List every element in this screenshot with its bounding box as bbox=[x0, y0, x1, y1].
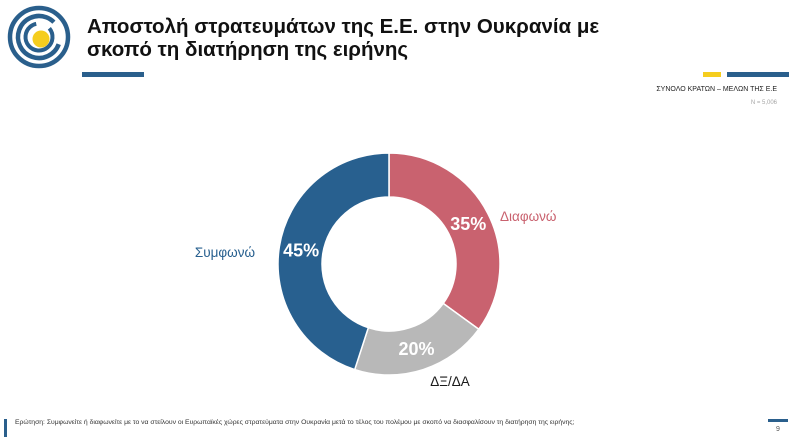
survey-question: Ερώτηση: Συμφωνείτε ή διαφωνείτε με το ν… bbox=[15, 419, 575, 426]
page-number-bar bbox=[768, 419, 788, 422]
page-title: Αποστολή στρατευμάτων της Ε.Ε. στην Ουκρ… bbox=[87, 15, 647, 61]
sample-label: ΣΥΝΟΛΟ ΚΡΑΤΩΝ – ΜΕΛΩΝ ΤΗΣ Ε.Ε bbox=[656, 86, 777, 93]
logo-sun bbox=[32, 30, 50, 48]
page-number: 9 bbox=[776, 426, 780, 433]
title-line-2: σκοπό τη διατήρηση της ειρήνης bbox=[87, 38, 409, 61]
slice-category-label: ΔΞ/ΔΑ bbox=[430, 374, 470, 389]
sample-size: N = 5,006 bbox=[750, 100, 777, 106]
donut-slice-1 bbox=[388, 152, 501, 331]
slice-category-label: Διαφωνώ bbox=[500, 209, 556, 224]
header-accent-yellow bbox=[703, 72, 721, 77]
title-line-1: Αποστολή στρατευμάτων της Ε.Ε. στην Ουκρ… bbox=[87, 15, 600, 38]
logo-inner-ring bbox=[23, 21, 55, 53]
footer-accent-bar bbox=[4, 419, 7, 437]
logo-outer-ring bbox=[7, 5, 71, 69]
slice-value-label: 20% bbox=[398, 339, 434, 359]
slice-category-label: Συμφωνώ bbox=[195, 245, 255, 260]
slice-value-label: 35% bbox=[450, 214, 486, 234]
brand-logo bbox=[7, 5, 71, 69]
header-accent-blue bbox=[727, 72, 789, 77]
logo-middle-ring bbox=[15, 13, 63, 61]
slice-value-label: 45% bbox=[283, 241, 319, 261]
title-underline bbox=[82, 72, 144, 77]
donut-slice-3 bbox=[277, 152, 390, 371]
